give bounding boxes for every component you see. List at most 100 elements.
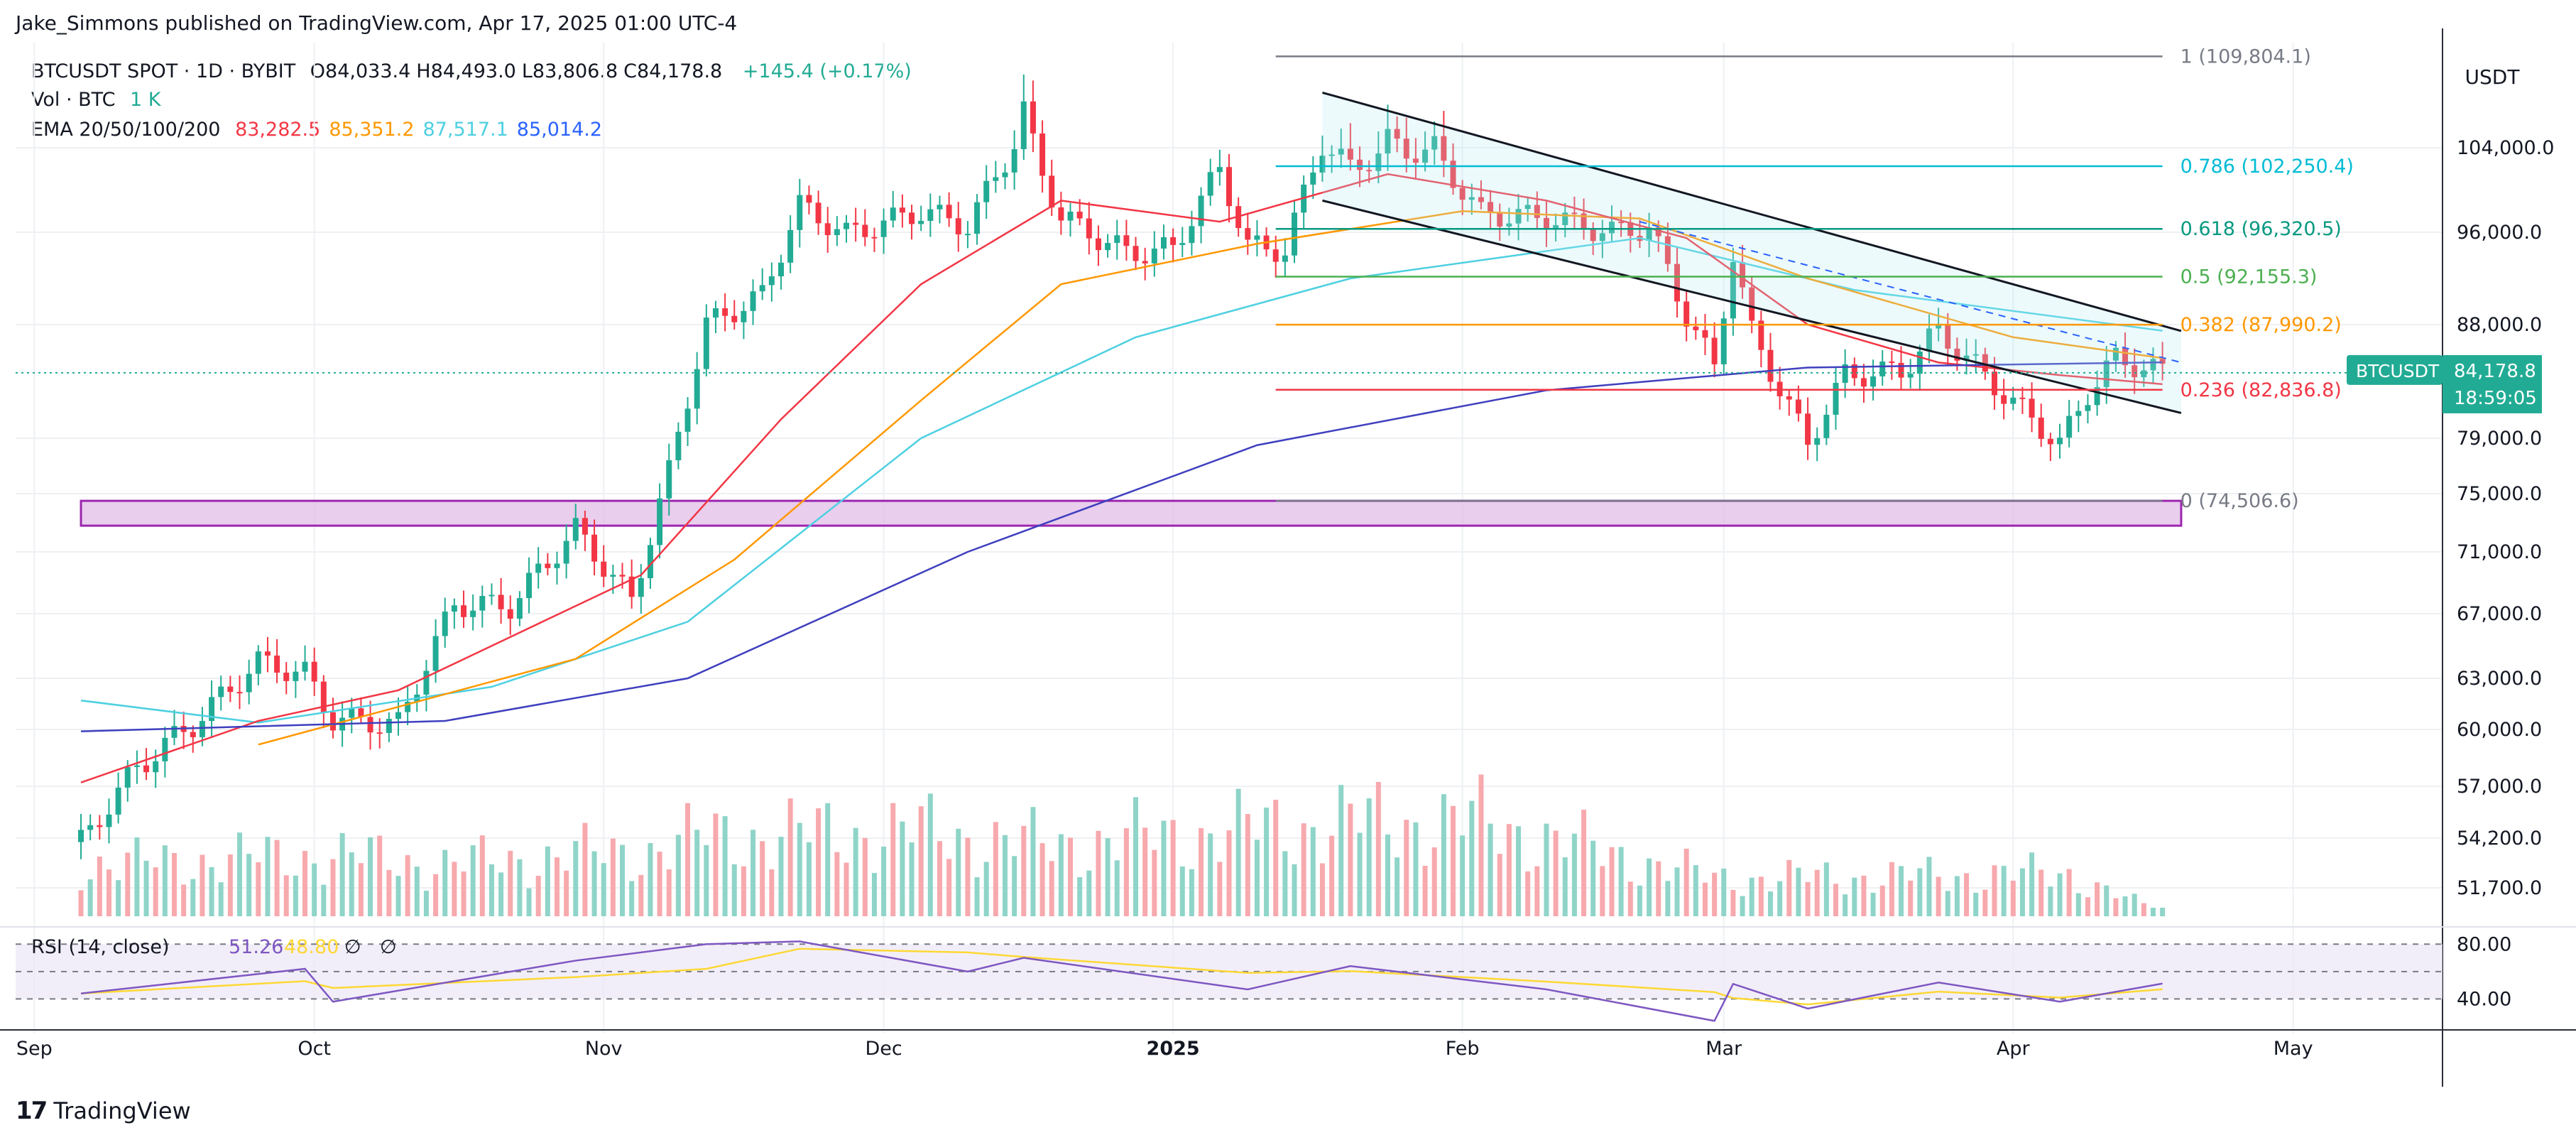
volume-bar xyxy=(1039,843,1045,916)
volume-bar xyxy=(349,852,354,916)
volume-bar xyxy=(844,862,849,916)
candle-body xyxy=(489,595,495,597)
candle-body xyxy=(1347,148,1353,160)
volume-bar xyxy=(1282,851,1288,916)
volume-bar xyxy=(265,837,271,916)
candle-body xyxy=(329,712,336,731)
candle-body xyxy=(601,561,607,577)
currency-selector[interactable]: USDT xyxy=(2465,65,2520,89)
volume-bar xyxy=(1562,857,1568,916)
candle-body xyxy=(97,825,103,827)
time-tick-6: Mar xyxy=(1705,1038,1742,1060)
volume-bar xyxy=(909,842,915,916)
volume-bar xyxy=(1581,809,1587,916)
candle-body xyxy=(844,222,850,229)
volume-bar xyxy=(358,863,364,916)
volume-bar xyxy=(256,862,261,916)
volume-bar xyxy=(601,863,606,916)
candle-body xyxy=(675,431,682,460)
price-tick-6: 67,000.0 xyxy=(2457,603,2542,625)
candle-body xyxy=(395,712,401,720)
volume-bar xyxy=(1366,798,1372,916)
volume-bar xyxy=(862,837,868,916)
candle-body xyxy=(78,830,84,842)
candle-body xyxy=(358,708,364,717)
candle-body xyxy=(376,732,383,734)
volume-bar xyxy=(871,873,877,916)
volume-bar xyxy=(171,852,177,916)
volume-bar xyxy=(1805,881,1811,916)
candle-body xyxy=(1898,362,1904,378)
volume-bar xyxy=(1758,876,1764,916)
volume-bar xyxy=(1002,835,1008,916)
volume-bar xyxy=(1525,871,1531,916)
volume-bar xyxy=(1235,788,1241,916)
volume-bar xyxy=(1030,807,1036,916)
candle-body xyxy=(1310,172,1316,185)
candle-body xyxy=(964,234,971,236)
volume-bar xyxy=(1843,894,1848,916)
candle-body xyxy=(1450,161,1456,188)
volume-bar xyxy=(956,828,961,916)
candle-body xyxy=(787,229,794,263)
volume-bar xyxy=(2085,897,2090,916)
volume-bar xyxy=(1199,827,1204,916)
time-tick-7: Apr xyxy=(1997,1038,2031,1060)
volume-bar xyxy=(760,841,765,916)
candle-body xyxy=(834,229,840,236)
volume-bar xyxy=(1208,833,1213,916)
volume-bar xyxy=(1740,896,1745,916)
volume-bar xyxy=(1618,847,1624,916)
candle-body xyxy=(423,671,430,695)
candle-body xyxy=(1497,212,1503,227)
candle-body xyxy=(722,308,728,316)
volume-bar xyxy=(227,854,233,916)
candle-body xyxy=(1385,129,1391,154)
price-tick-0: 104,000.0 xyxy=(2457,137,2554,159)
volume-bar xyxy=(1497,854,1502,916)
volume-bar xyxy=(1179,866,1185,916)
volume-bar xyxy=(1964,873,1970,916)
volume-bar xyxy=(1786,859,1792,916)
time-tick-2: Nov xyxy=(585,1038,623,1060)
candle-body xyxy=(1720,318,1727,364)
candle-body xyxy=(741,310,747,322)
candle-body xyxy=(638,578,644,597)
price-tag-countdown: 18:59:05 xyxy=(2454,388,2537,409)
candle-body xyxy=(311,661,317,682)
candle-body xyxy=(1319,156,1326,173)
candle-body xyxy=(1226,167,1232,207)
volume-bar xyxy=(125,852,131,916)
candle-body xyxy=(209,697,215,722)
volume-bar xyxy=(2029,852,2035,916)
price-tick-1: 96,000.0 xyxy=(2457,222,2542,244)
price-chart[interactable]: 1 (109,804.1) 0.786 (102,250.4) 0.618 (96,… xyxy=(0,0,2576,1087)
volume-bar xyxy=(1908,880,1914,916)
candle-body xyxy=(1795,399,1801,414)
candle-body xyxy=(983,180,990,202)
volume-bar xyxy=(1310,827,1316,916)
candle-body xyxy=(1151,248,1157,264)
candle-body xyxy=(1991,371,1997,396)
volume-bar xyxy=(339,832,345,916)
volume-bar xyxy=(190,879,196,916)
candle-body xyxy=(1020,101,1027,149)
tradingview-logo[interactable]: 𝟭𝟳 TradingView xyxy=(16,1097,191,1125)
volume-bar xyxy=(1973,892,1979,916)
fib-label-0.786: 0.786 (102,250.4) xyxy=(2181,156,2354,178)
volume-bar xyxy=(1413,822,1419,916)
volume-bar xyxy=(2075,893,2081,916)
volume-bar xyxy=(395,876,401,916)
volume-bar xyxy=(200,854,205,916)
candle-body xyxy=(1954,348,1960,361)
candle-body xyxy=(1674,264,1681,302)
candle-body xyxy=(1282,255,1288,262)
volume-bar xyxy=(414,867,420,916)
volume-bar xyxy=(1348,803,1353,916)
volume-bar xyxy=(1133,797,1139,916)
channel-lower-line xyxy=(1322,199,2182,414)
candle-body xyxy=(2150,359,2156,371)
volume-bar xyxy=(517,859,523,916)
volume-bar xyxy=(2019,868,2025,916)
candle-body xyxy=(1114,235,1120,244)
